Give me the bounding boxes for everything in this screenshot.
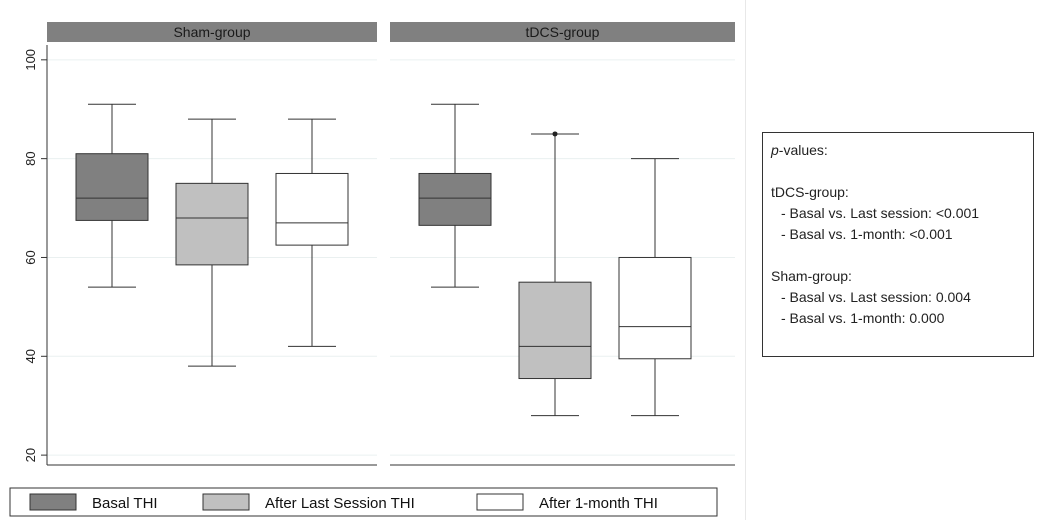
- box-iqr: [518, 281, 592, 380]
- legend-label: Basal THI: [92, 495, 158, 512]
- spacer: [771, 245, 1025, 266]
- panel-divider: [745, 0, 746, 520]
- pvalues-line: - Basal vs. 1-month: <0.001: [781, 226, 953, 242]
- legend-swatch: [29, 493, 77, 511]
- panel-strip: [47, 22, 377, 42]
- panel-title: tDCS-group: [526, 24, 600, 40]
- pvalues-line: - Basal vs. 1-month: 0.000: [781, 310, 945, 326]
- pvalues-title: p-values:: [771, 140, 1025, 161]
- pvalues-group-name: Sham-group:: [771, 268, 852, 284]
- box-0: [418, 103, 492, 288]
- y-tick-label: 100: [23, 49, 38, 71]
- panel-strip: [390, 22, 735, 42]
- legend-swatch: [476, 493, 524, 511]
- y-axis: 20 40 60 80 100: [23, 45, 48, 465]
- spacer: [771, 161, 1025, 182]
- pvalues-title-italic: p: [771, 142, 779, 158]
- pvalues-box: p-values: tDCS-group: - Basal vs. Last s…: [762, 132, 1034, 357]
- box-0: [75, 103, 149, 288]
- box-2: [275, 118, 349, 347]
- legend-label: After Last Session THI: [265, 495, 415, 512]
- box-iqr: [75, 153, 149, 221]
- pvalues-line: - Basal vs. Last session: 0.004: [781, 289, 971, 305]
- box-2: [618, 158, 692, 417]
- panels-layer: Sham-group tDCS-group: [47, 22, 735, 466]
- pvalues-line: - Basal vs. Last session: <0.001: [781, 205, 980, 221]
- box-iqr: [618, 256, 692, 360]
- pvalues-group-name: tDCS-group:: [771, 184, 849, 200]
- box-1: [518, 131, 592, 417]
- box-iqr: [275, 172, 349, 246]
- box-iqr: [175, 182, 249, 266]
- pvalues-title-rest: -values:: [778, 142, 828, 158]
- y-tick-label: 20: [23, 448, 38, 462]
- legend: Basal THI After Last Session THI After 1-m…: [9, 487, 718, 517]
- panel-title: Sham-group: [173, 24, 250, 40]
- legend-frame: [9, 487, 718, 517]
- y-tick-label: 40: [23, 349, 38, 363]
- outlier-point: [552, 131, 558, 137]
- legend-swatch: [202, 493, 250, 511]
- box-iqr: [418, 172, 492, 226]
- y-tick-label: 80: [23, 151, 38, 165]
- legend-label: After 1-month THI: [539, 495, 658, 512]
- box-1: [175, 118, 249, 367]
- y-tick-label: 60: [23, 250, 38, 264]
